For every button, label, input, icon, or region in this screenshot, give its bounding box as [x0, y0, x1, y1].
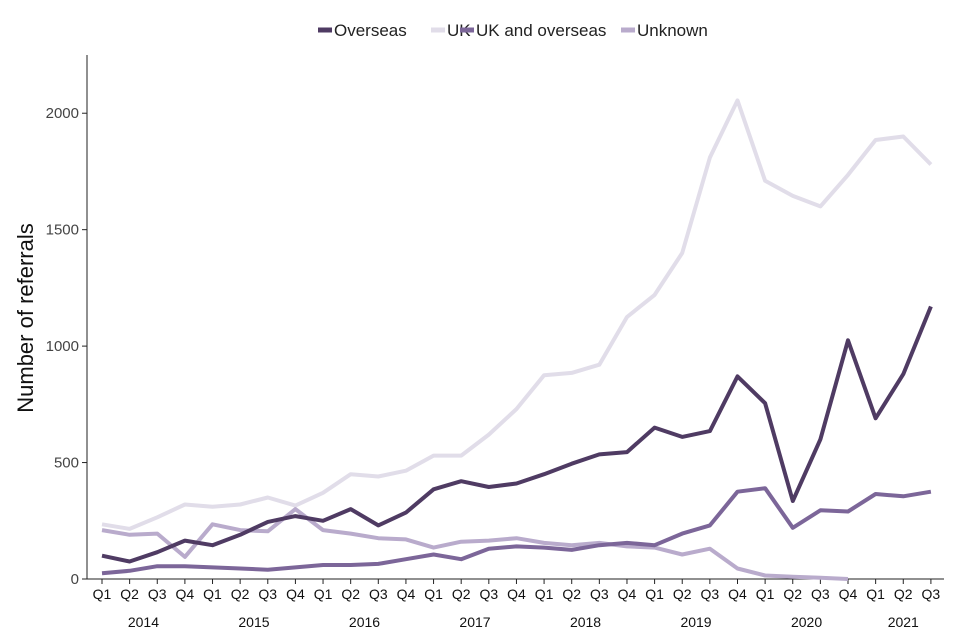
year-label: 2020 — [791, 614, 822, 630]
legend-label: UK and overseas — [476, 21, 606, 40]
x-tick-label: Q4 — [286, 586, 305, 602]
x-tick-label: Q3 — [369, 586, 388, 602]
x-tick-label: Q1 — [866, 586, 885, 602]
y-tick-label: 0 — [71, 571, 79, 588]
year-label: 2019 — [680, 614, 711, 630]
legend-label: UK — [447, 21, 471, 40]
y-tick-label: 500 — [54, 455, 79, 472]
x-tick-label: Q2 — [783, 586, 802, 602]
x-tick-label: Q2 — [120, 586, 139, 602]
x-tick-label: Q4 — [176, 586, 195, 602]
series-line-uk — [101, 98, 933, 531]
series-lines — [101, 98, 933, 581]
x-tick-label: Q2 — [562, 586, 581, 602]
x-tick-label: Q4 — [618, 586, 637, 602]
x-tick-label: Q3 — [479, 586, 498, 602]
x-tick-label: Q2 — [341, 586, 360, 602]
x-axis-ticks: Q1 Q2 Q3 Q4 Q1 Q2 Q3 Q4 Q1 Q2 Q3 Q4 Q1 Q2 Q3 Q4 Q1 Q2 Q3 Q4… — [93, 579, 941, 630]
legend-label: Overseas — [334, 21, 407, 40]
series-line-uk-and-overseas — [101, 486, 932, 576]
x-tick-label: Q4 — [507, 586, 526, 602]
legend: Overseas UK UK and overseas Unknown — [318, 21, 708, 40]
y-tick-label: 1500 — [46, 222, 79, 239]
x-tick-label: Q1 — [314, 586, 333, 602]
legend-label: Unknown — [637, 21, 708, 40]
x-tick-label: Q1 — [203, 586, 222, 602]
x-tick-label: Q2 — [452, 586, 471, 602]
year-label: 2017 — [459, 614, 490, 630]
x-tick-label: Q3 — [811, 586, 830, 602]
x-tick-label: Q3 — [590, 586, 609, 602]
x-tick-label: Q1 — [424, 586, 443, 602]
x-tick-label: Q4 — [728, 586, 747, 602]
y-tick-label: 2000 — [46, 105, 79, 122]
x-tick-label: Q2 — [894, 586, 913, 602]
x-tick-label: Q3 — [258, 586, 277, 602]
y-tick-label: 1000 — [46, 338, 79, 355]
x-tick-label: Q3 — [701, 586, 720, 602]
x-tick-label: Q4 — [839, 586, 858, 602]
x-tick-label: Q1 — [756, 586, 775, 602]
x-tick-label: Q3 — [148, 586, 167, 602]
year-label: 2016 — [349, 614, 380, 630]
x-tick-label: Q2 — [231, 586, 250, 602]
x-tick-label: Q1 — [93, 586, 112, 602]
x-tick-label: Q4 — [397, 586, 416, 602]
x-tick-label: Q3 — [922, 586, 941, 602]
series-line-overseas — [101, 305, 933, 564]
x-tick-label: Q1 — [535, 586, 554, 602]
y-axis-ticks: 0 500 1000 1500 2000 — [46, 105, 87, 588]
x-tick-label: Q2 — [673, 586, 692, 602]
year-label: 2018 — [570, 614, 601, 630]
year-label: 2015 — [238, 614, 269, 630]
y-axis-label: Number of referrals — [13, 223, 38, 413]
series-line-unknown — [101, 507, 849, 581]
x-tick-label: Q1 — [645, 586, 664, 602]
year-label: 2014 — [128, 614, 159, 630]
year-label: 2021 — [888, 614, 919, 630]
